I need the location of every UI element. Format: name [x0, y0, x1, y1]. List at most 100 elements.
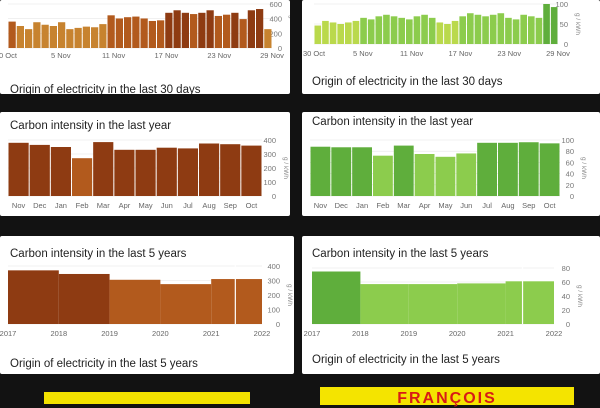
bar[interactable]: [421, 14, 428, 45]
bar[interactable]: [156, 147, 177, 196]
bar[interactable]: [74, 27, 82, 48]
bar[interactable]: [231, 12, 239, 49]
bar[interactable]: [428, 17, 436, 44]
bar[interactable]: [312, 271, 361, 325]
bar[interactable]: [160, 284, 212, 324]
bar[interactable]: [459, 16, 466, 44]
bar[interactable]: [314, 25, 322, 44]
bar[interactable]: [444, 24, 451, 44]
bar[interactable]: [50, 147, 71, 196]
bar[interactable]: [247, 10, 255, 49]
bar[interactable]: [331, 147, 352, 196]
bar[interactable]: [413, 16, 421, 44]
bar[interactable]: [457, 283, 506, 324]
bar[interactable]: [310, 146, 331, 196]
bar[interactable]: [58, 22, 66, 48]
bar[interactable]: [535, 17, 543, 44]
bar[interactable]: [474, 14, 482, 45]
bar[interactable]: [497, 13, 505, 44]
bar[interactable]: [223, 14, 231, 48]
bar[interactable]: [329, 22, 337, 44]
bar[interactable]: [498, 142, 518, 196]
bar[interactable]: [157, 20, 165, 48]
bar[interactable]: [132, 16, 140, 48]
bar[interactable]: [211, 279, 262, 324]
bar[interactable]: [109, 279, 161, 324]
bar[interactable]: [264, 29, 272, 48]
bar[interactable]: [115, 18, 123, 48]
bar[interactable]: [124, 17, 132, 48]
bar[interactable]: [337, 24, 344, 44]
bar[interactable]: [220, 144, 241, 196]
bar[interactable]: [99, 24, 107, 48]
bar[interactable]: [16, 26, 24, 48]
bar[interactable]: [199, 143, 220, 197]
bar[interactable]: [66, 29, 74, 48]
bar[interactable]: [173, 10, 181, 49]
bar[interactable]: [8, 21, 16, 48]
bar[interactable]: [467, 13, 474, 44]
bar[interactable]: [477, 142, 497, 196]
bar[interactable]: [528, 16, 535, 44]
bar[interactable]: [135, 149, 156, 196]
bar[interactable]: [352, 147, 372, 196]
bar[interactable]: [25, 29, 33, 48]
bar[interactable]: [181, 12, 189, 49]
bar[interactable]: [408, 284, 458, 324]
bar[interactable]: [360, 284, 409, 324]
bar[interactable]: [505, 281, 554, 324]
bar[interactable]: [456, 153, 477, 196]
x-tick-label: Mar: [397, 201, 410, 210]
bar[interactable]: [482, 16, 489, 44]
bar[interactable]: [190, 14, 198, 48]
bar[interactable]: [375, 16, 383, 44]
bar[interactable]: [239, 19, 247, 48]
bar[interactable]: [383, 14, 390, 45]
bar[interactable]: [345, 22, 352, 44]
bar[interactable]: [82, 26, 90, 48]
bar[interactable]: [206, 10, 214, 49]
bar[interactable]: [241, 145, 262, 196]
bar[interactable]: [93, 142, 114, 196]
bar[interactable]: [550, 7, 558, 44]
bar[interactable]: [505, 17, 512, 44]
bar[interactable]: [367, 19, 375, 44]
bar[interactable]: [406, 19, 413, 44]
bar[interactable]: [398, 17, 405, 44]
bar[interactable]: [539, 143, 560, 196]
bar[interactable]: [8, 270, 59, 324]
bar[interactable]: [518, 142, 539, 196]
bar[interactable]: [435, 156, 456, 196]
bar[interactable]: [393, 145, 414, 196]
y-axis-label: g / kWh: [576, 285, 583, 307]
bar[interactable]: [390, 16, 398, 44]
bar[interactable]: [91, 27, 99, 48]
bar[interactable]: [322, 20, 329, 44]
bar[interactable]: [41, 24, 49, 48]
bar[interactable]: [543, 4, 550, 44]
bar[interactable]: [373, 155, 393, 196]
bar[interactable]: [451, 20, 459, 44]
bar[interactable]: [360, 17, 367, 44]
bar[interactable]: [198, 12, 206, 49]
bar[interactable]: [29, 144, 50, 196]
bar[interactable]: [114, 149, 135, 196]
bar[interactable]: [72, 158, 93, 196]
bar[interactable]: [33, 22, 41, 48]
bar[interactable]: [49, 26, 57, 48]
bar[interactable]: [512, 19, 520, 44]
bar[interactable]: [8, 142, 29, 196]
bar[interactable]: [165, 12, 173, 49]
bar[interactable]: [177, 148, 198, 196]
bar[interactable]: [520, 14, 527, 45]
bar[interactable]: [58, 273, 110, 324]
bar[interactable]: [214, 15, 222, 49]
bar[interactable]: [107, 15, 115, 48]
bar[interactable]: [489, 14, 497, 45]
bar[interactable]: [352, 20, 360, 44]
bar[interactable]: [140, 18, 148, 48]
bar[interactable]: [256, 9, 264, 48]
bar[interactable]: [148, 20, 156, 48]
bar[interactable]: [436, 22, 444, 44]
bar[interactable]: [414, 154, 435, 196]
